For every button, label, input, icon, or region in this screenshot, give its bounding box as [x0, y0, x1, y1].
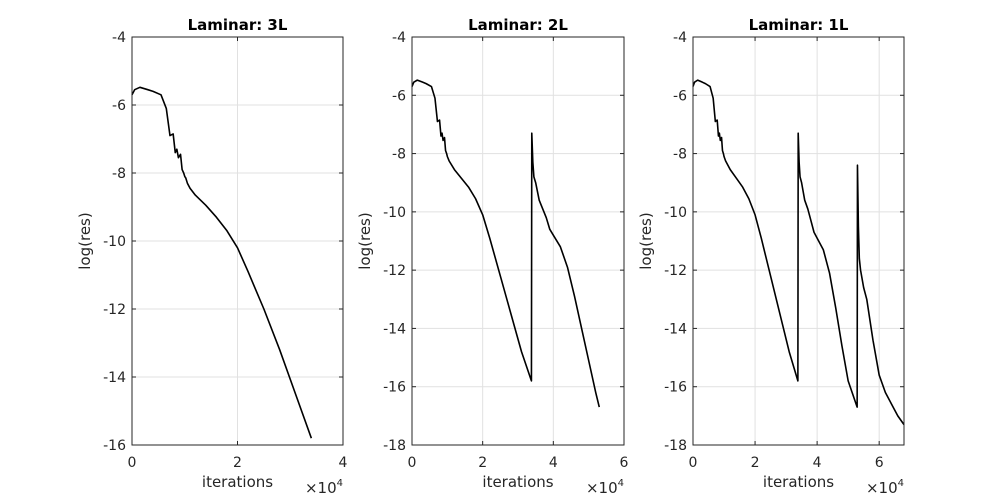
y-tick-label: -14 — [664, 321, 687, 337]
series-line — [131, 86, 313, 439]
chart-title: Laminar: 1L — [749, 16, 849, 34]
chart-title: Laminar: 3L — [188, 16, 288, 34]
x-axis-label: iterations — [763, 473, 834, 491]
y-tick-label: -10 — [383, 205, 406, 221]
y-tick-label: -8 — [673, 147, 687, 163]
y-tick-label: -18 — [664, 438, 687, 454]
y-tick-label: -4 — [673, 30, 687, 46]
x-exponent-label: ×104 — [305, 478, 343, 497]
chart-title: Laminar: 2L — [468, 16, 568, 34]
subplot-1: 0 2 4 -4 -6 -8 -10 -12 -14 -16 Laminar: 3L iteratio… — [76, 16, 348, 497]
y-tick-label: -16 — [103, 438, 126, 454]
x-exponent-label: ×104 — [586, 478, 624, 497]
x-tick-label: 6 — [620, 455, 629, 471]
y-tick-label: -10 — [103, 234, 126, 250]
y-tick-label: -16 — [664, 380, 687, 396]
y-tick-label: -12 — [664, 263, 687, 279]
x-axis-label: iterations — [202, 473, 273, 491]
x-tick-label: 0 — [128, 455, 137, 471]
y-tick-label: -4 — [392, 30, 406, 46]
y-tick-label: -12 — [383, 263, 406, 279]
y-tick-label: -16 — [383, 380, 406, 396]
y-tick-label: -6 — [673, 88, 687, 104]
y-axis-label: log(res) — [76, 212, 94, 269]
x-tick-label: 2 — [233, 455, 242, 471]
x-exponent-label: ×104 — [866, 478, 904, 497]
y-tick-label: -12 — [103, 302, 126, 318]
y-tick-label: -14 — [103, 370, 126, 386]
x-exponent-power: 4 — [337, 478, 343, 489]
x-tick-label: 4 — [813, 455, 822, 471]
x-tick-label: 4 — [339, 455, 348, 471]
y-tick-label: -4 — [112, 30, 126, 46]
y-tick-label: -14 — [383, 321, 406, 337]
y-axis-label: log(res) — [637, 212, 655, 269]
y-tick-label: -8 — [392, 147, 406, 163]
subplot-2: 0 2 4 6 -4 -6 -8 -10 -12 -14 -16 -18 Laminar: 2L iter… — [356, 16, 629, 497]
x-exponent-power: 4 — [618, 478, 624, 489]
x-exponent-power: 4 — [898, 478, 904, 489]
y-tick-label: -8 — [112, 166, 126, 182]
x-tick-label: 0 — [689, 455, 698, 471]
x-exponent-base: ×10 — [866, 479, 898, 497]
x-tick-label: 4 — [549, 455, 558, 471]
y-tick-label: -6 — [112, 98, 126, 114]
y-axis-label: log(res) — [356, 212, 374, 269]
x-exponent-base: ×10 — [305, 479, 337, 497]
y-tick-label: -6 — [392, 88, 406, 104]
x-exponent-base: ×10 — [586, 479, 618, 497]
x-tick-label: 2 — [751, 455, 760, 471]
y-tick-label: -10 — [664, 205, 687, 221]
x-axis-label: iterations — [482, 473, 553, 491]
x-tick-label: 0 — [408, 455, 417, 471]
axes-box — [692, 36, 905, 446]
x-tick-label: 6 — [875, 455, 884, 471]
series-line — [411, 79, 601, 408]
axes-box — [411, 36, 625, 446]
y-tick-label: -18 — [383, 438, 406, 454]
series-line — [692, 79, 905, 426]
subplot-3: 0 2 4 6 -4 -6 -8 -10 -12 -14 -16 -18 Laminar: 1L iter… — [637, 16, 905, 497]
x-tick-label: 2 — [478, 455, 487, 471]
